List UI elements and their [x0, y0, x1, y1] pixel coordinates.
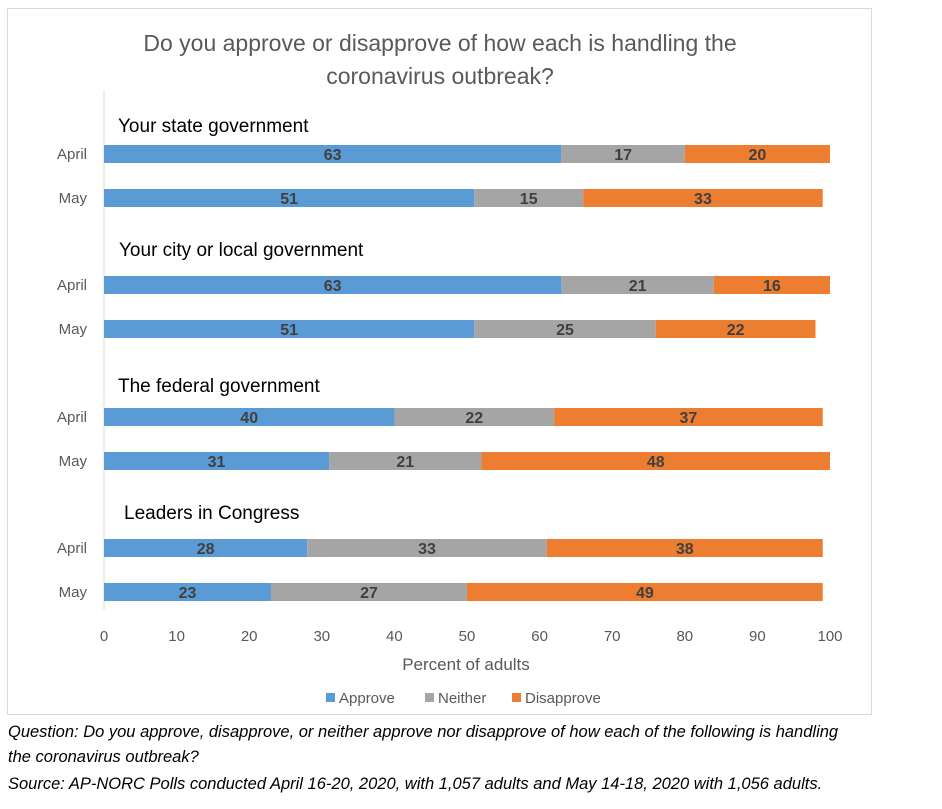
bar-segment-disapprove	[684, 145, 830, 163]
bar-segment-approve	[104, 452, 330, 470]
category-label: May	[59, 190, 88, 207]
bar-segment-neither	[270, 583, 467, 601]
data-label: 63	[324, 147, 342, 164]
bar-segment-neither	[561, 145, 685, 163]
legend-swatch-neither	[425, 693, 434, 702]
data-label: 51	[280, 191, 298, 208]
bar-segment-approve	[104, 583, 271, 601]
category-label: May	[59, 321, 88, 338]
data-label: 25	[556, 322, 574, 339]
bar-segment-disapprove	[554, 408, 823, 426]
data-label: 22	[465, 410, 483, 427]
data-label: 38	[676, 541, 694, 558]
data-label: 48	[647, 454, 665, 471]
bar-segment-neither	[307, 539, 547, 557]
bar-segment-approve	[104, 145, 562, 163]
bar-segment-disapprove	[713, 276, 830, 294]
data-label: 51	[280, 322, 298, 339]
bar-segment-approve	[104, 276, 562, 294]
group-label: Your state government	[118, 116, 309, 137]
data-label: 28	[197, 541, 215, 558]
legend-label-approve: Approve	[339, 690, 395, 707]
bar-segment-approve	[104, 189, 475, 207]
legend-label-neither: Neither	[438, 690, 486, 707]
category-label: April	[57, 146, 87, 163]
legend-swatch-approve	[326, 693, 335, 702]
data-label: 27	[360, 585, 378, 602]
question-note-line1: Question: Do you approve, disapprove, or…	[8, 723, 839, 741]
data-label: 16	[763, 278, 781, 295]
question-note-line2: the coronavirus outbreak?	[8, 748, 199, 766]
data-label: 15	[520, 191, 538, 208]
bar-segment-neither	[561, 276, 714, 294]
bar-segment-disapprove	[481, 452, 830, 470]
x-tick-label: 70	[604, 628, 621, 645]
x-tick-label: 30	[313, 628, 330, 645]
x-axis-title: Percent of adults	[402, 655, 530, 674]
category-label: April	[57, 540, 87, 557]
x-tick-label: 100	[817, 628, 842, 645]
bar-segment-disapprove	[655, 320, 816, 338]
data-label: 40	[240, 410, 258, 427]
bar-segment-disapprove	[467, 583, 823, 601]
bar-segment-approve	[104, 408, 395, 426]
group-label: Your city or local government	[119, 240, 364, 261]
data-label: 63	[324, 278, 342, 295]
legend-swatch-disapprove	[512, 693, 521, 702]
legend-label-disapprove: Disapprove	[525, 690, 601, 707]
bar-segment-neither	[329, 452, 482, 470]
data-label: 22	[727, 322, 745, 339]
bar-segment-approve	[104, 539, 308, 557]
data-label: 17	[614, 147, 632, 164]
x-tick-label: 10	[168, 628, 185, 645]
data-label: 23	[179, 585, 197, 602]
data-label: 31	[208, 454, 226, 471]
data-label: 33	[694, 191, 712, 208]
group-label: Leaders in Congress	[124, 503, 299, 524]
bar-segment-disapprove	[546, 539, 823, 557]
bar-segment-neither	[474, 189, 584, 207]
data-label: 21	[396, 454, 414, 471]
data-label: 33	[418, 541, 436, 558]
x-tick-label: 50	[459, 628, 476, 645]
data-label: 20	[749, 147, 767, 164]
x-tick-label: 60	[531, 628, 548, 645]
chart-title-line: coronavirus outbreak?	[326, 63, 554, 89]
source-note: Source: AP-NORC Polls conducted April 16…	[8, 775, 823, 793]
category-label: April	[57, 277, 87, 294]
bar-segment-neither	[474, 320, 656, 338]
chart-title-line: Do you approve or disapprove of how each…	[143, 30, 736, 56]
stacked-bar-chart: Do you approve or disapprove of how each…	[57, 30, 843, 707]
bar-segment-disapprove	[583, 189, 823, 207]
category-label: May	[59, 453, 88, 470]
group-label: The federal government	[118, 376, 320, 397]
category-label: May	[59, 584, 88, 601]
data-label: 21	[629, 278, 647, 295]
data-label: 37	[680, 410, 698, 427]
x-tick-label: 20	[241, 628, 258, 645]
bar-segment-approve	[104, 320, 475, 338]
x-tick-label: 90	[749, 628, 766, 645]
category-label: April	[57, 409, 87, 426]
x-tick-label: 0	[100, 628, 108, 645]
x-tick-label: 80	[676, 628, 693, 645]
data-label: 49	[636, 585, 654, 602]
bar-segment-neither	[394, 408, 555, 426]
x-tick-label: 40	[386, 628, 403, 645]
